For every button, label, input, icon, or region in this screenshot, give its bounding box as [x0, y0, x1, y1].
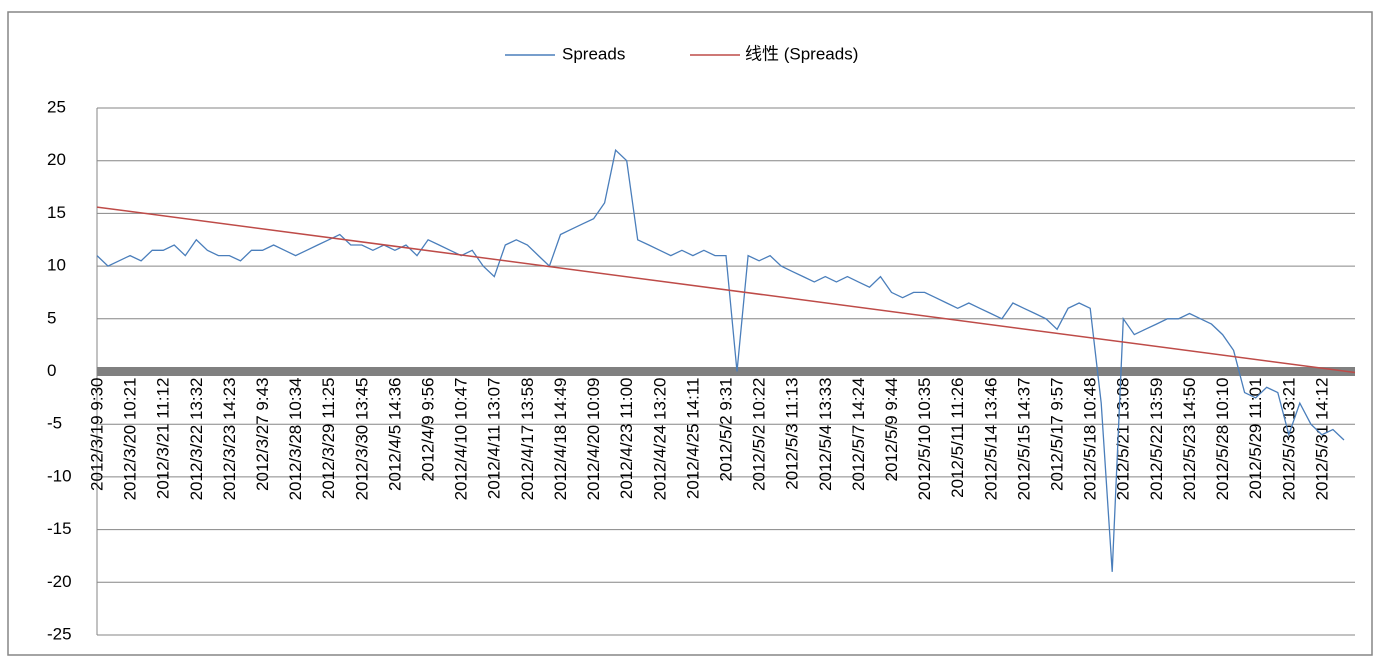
x-tick-label: 2012/5/7 14:24 [849, 378, 868, 491]
y-tick-label: 5 [47, 308, 56, 327]
x-tick-label: 2012/4/25 14:11 [683, 378, 702, 500]
x-tick-label: 2012/4/23 11:00 [617, 378, 636, 500]
x-tick-label: 2012/3/27 9:43 [253, 378, 272, 491]
x-tick-label: 2012/5/10 10:35 [915, 378, 934, 501]
spread-line [96, 148, 1345, 572]
x-tick-label: 2012/5/3 11:13 [783, 378, 802, 490]
x-tick-label: 2012/5/4 13:33 [816, 378, 835, 491]
x-tick-label: 2012/5/22 13:59 [1147, 378, 1166, 501]
x-tick-label: 2012/4/17 13:58 [518, 378, 537, 501]
x-tick-label: 2012/5/11 11:26 [948, 378, 967, 498]
x-tick-label: 2012/5/9 9:44 [882, 378, 901, 482]
x-tick-label: 2012/4/24 13:20 [650, 378, 669, 501]
legend-label: 线性 (Spreads) [745, 44, 858, 63]
x-tick-label: 2012/5/15 14:37 [1014, 378, 1033, 501]
x-tick-label: 2012/5/23 14:50 [1180, 378, 1199, 501]
x-tick-label: 2012/3/20 10:21 [121, 378, 140, 501]
x-tick-label: 2012/5/2 10:22 [750, 378, 769, 491]
y-tick-label: -25 [47, 624, 72, 643]
x-tick-label: 2012/4/10 10:47 [452, 378, 471, 501]
y-tick-label: 25 [47, 97, 66, 116]
legend-label: Spreads [562, 44, 625, 63]
y-tick-label: -15 [47, 519, 72, 538]
x-tick-label: 2012/3/23 14:23 [220, 378, 239, 501]
x-tick-label: 2012/3/29 11:25 [319, 378, 338, 500]
x-tick-label: 2012/3/28 10:34 [286, 378, 305, 501]
x-tick-label: 2012/3/19 9:30 [87, 378, 106, 491]
x-tick-label: 2012/5/28 10:10 [1213, 378, 1232, 501]
y-tick-label: 20 [47, 150, 66, 169]
y-tick-label: -10 [47, 466, 72, 485]
x-tick-label: 2012/5/31 14:12 [1312, 378, 1331, 501]
y-tick-label: -5 [47, 414, 62, 433]
x-tick-label: 2012/5/18 10:48 [1081, 378, 1100, 501]
x-tick-label: 2012/4/5 14:36 [385, 378, 404, 491]
y-tick-label: 10 [47, 256, 66, 275]
x-tick-label: 2012/4/9 9:56 [419, 378, 438, 482]
x-tick-label: 2012/4/18 14:49 [551, 378, 570, 501]
x-tick-label: 2012/5/14 13:46 [981, 378, 1000, 501]
x-tick-label: 2012/4/20 10:09 [584, 378, 603, 501]
x-tick-label: 2012/5/17 9:57 [1048, 378, 1067, 491]
y-tick-label: 15 [47, 203, 66, 222]
x-tick-label: 2012/5/2 9:31 [716, 378, 735, 482]
x-tick-label: 2012/5/21 13:08 [1114, 378, 1133, 501]
y-tick-label: -20 [47, 572, 72, 591]
x-tick-label: 2012/3/22 13:32 [187, 378, 206, 501]
x-tick-label: 2012/4/11 13:07 [485, 378, 504, 500]
x-tick-label: 2012/5/30 13:21 [1279, 378, 1298, 501]
trend-line [96, 206, 1356, 374]
x-tick-label: 2012/3/21 11:12 [154, 378, 173, 500]
x-tick-label: 2012/5/29 11:01 [1246, 378, 1265, 500]
chart-frame [7, 11, 1373, 656]
y-tick-label: 0 [47, 361, 56, 380]
x-tick-label: 2012/3/30 13:45 [352, 378, 371, 501]
